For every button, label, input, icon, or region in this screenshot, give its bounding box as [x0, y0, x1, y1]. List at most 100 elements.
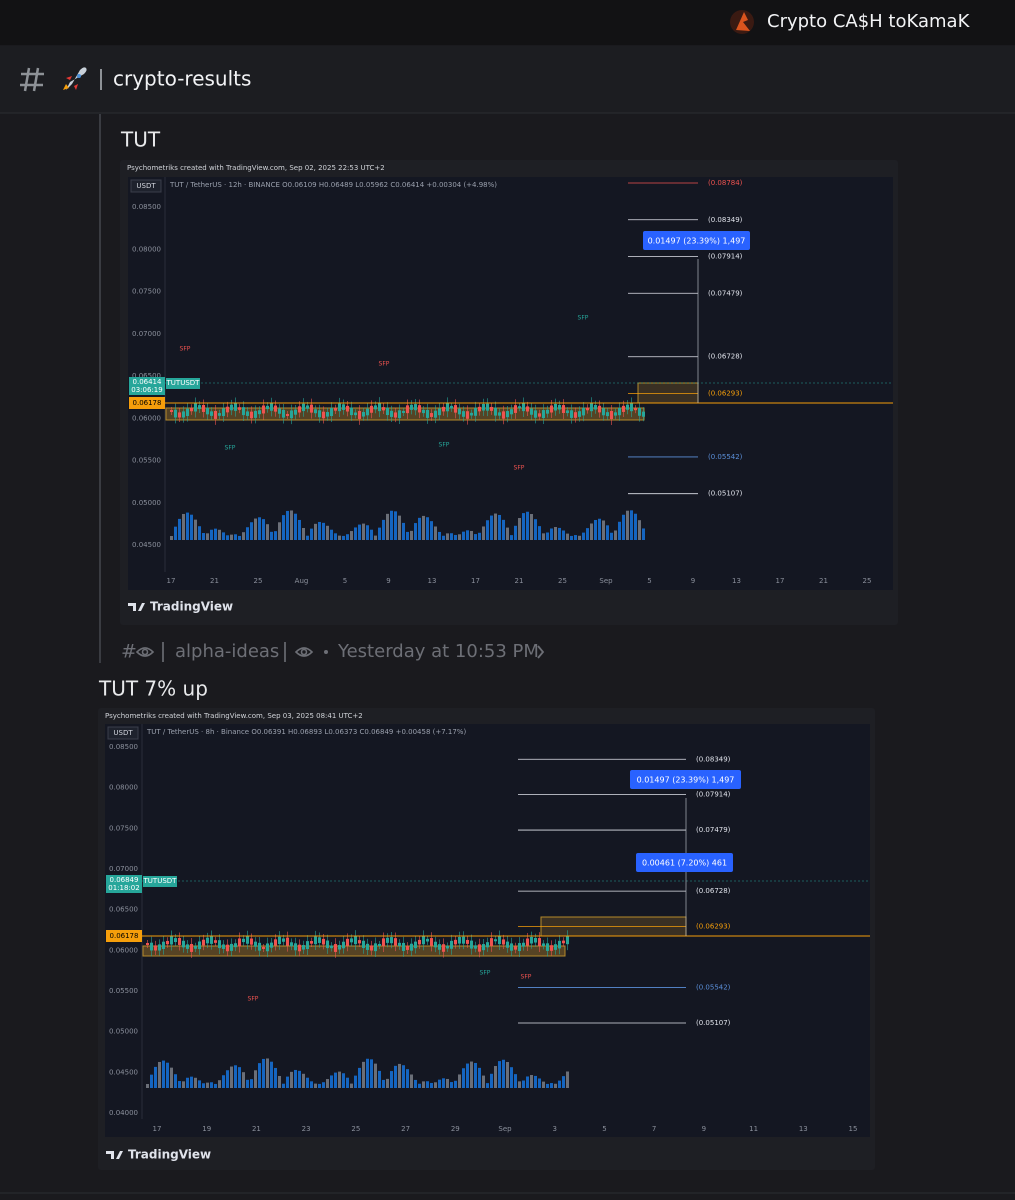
- candle-body: [538, 413, 541, 417]
- candle-body: [390, 937, 393, 944]
- candle-body: [326, 412, 329, 417]
- candle-body: [294, 409, 297, 415]
- volume-bar: [290, 1071, 293, 1088]
- volume-bar: [222, 532, 225, 540]
- volume-bar: [214, 1083, 217, 1088]
- volume-bar: [146, 1084, 149, 1088]
- candle-body: [358, 411, 361, 419]
- volume-bar: [442, 535, 445, 540]
- brand: TradingView: [128, 1148, 211, 1162]
- line-label-box: [106, 930, 142, 942]
- volume-bar: [494, 1066, 497, 1088]
- x-tick-label: 13: [428, 577, 437, 585]
- volume-bar: [518, 518, 521, 540]
- volume-bar: [350, 1083, 353, 1088]
- volume-bar: [538, 1078, 541, 1088]
- volume-bar: [174, 1074, 177, 1088]
- volume-bar: [502, 519, 505, 540]
- volume-bar: [278, 1075, 281, 1088]
- candle-body: [258, 410, 261, 415]
- volume-bar: [334, 1072, 337, 1088]
- volume-bar: [182, 1081, 185, 1088]
- level-label: (0.05107): [696, 1019, 731, 1027]
- candle-body: [194, 403, 197, 412]
- volume-bar: [322, 522, 325, 540]
- candle-body: [518, 943, 521, 952]
- volume-bar: [490, 515, 493, 540]
- y-tick-label: 0.06000: [109, 946, 138, 954]
- message-text: TUT 7% up: [98, 677, 208, 701]
- volume-bar: [398, 515, 401, 540]
- candle-body: [226, 944, 229, 952]
- volume-bar: [470, 1061, 473, 1088]
- volume-bar: [226, 1070, 229, 1088]
- price-label: 0.06414: [133, 378, 162, 386]
- volume-bar: [534, 519, 537, 540]
- candle-body: [454, 939, 457, 945]
- candle-body: [382, 938, 385, 947]
- watermark: Psychometriks created with TradingView.c…: [105, 712, 363, 720]
- candle-body: [262, 405, 265, 414]
- line-label: 0.06178: [110, 932, 139, 940]
- channel-name[interactable]: crypto-results: [113, 67, 251, 91]
- eye-icon: [294, 647, 314, 657]
- candle-body: [318, 410, 321, 418]
- server-name[interactable]: Crypto CA$H toKamaK: [767, 11, 971, 32]
- volume-bar: [234, 534, 237, 540]
- volume-bar: [566, 1071, 569, 1088]
- candle-body: [218, 940, 221, 949]
- volume-bar: [190, 1076, 193, 1088]
- candle-body: [542, 943, 545, 947]
- y-tick-label: 0.08000: [109, 784, 138, 792]
- message-text: TUT: [120, 128, 161, 152]
- candle-body: [322, 411, 325, 419]
- volume-bar: [526, 1076, 529, 1088]
- candle-body: [630, 403, 633, 412]
- candle-body: [474, 407, 477, 416]
- candle-body: [618, 407, 621, 416]
- candle-body: [430, 413, 433, 417]
- candle-body: [354, 412, 357, 416]
- volume-bar: [278, 522, 281, 540]
- volume-bar: [450, 1082, 453, 1088]
- volume-bar: [326, 525, 329, 540]
- volume-bar: [394, 1065, 397, 1088]
- level-label: (0.07479): [708, 289, 743, 297]
- volume-bar: [218, 529, 221, 540]
- reply-reference[interactable]: # alpha-ideas Yesterday at 10:53 PM: [121, 641, 545, 663]
- volume-bar: [358, 524, 361, 540]
- candle-body: [478, 944, 481, 952]
- candle-body: [486, 403, 489, 411]
- candle-body: [514, 946, 517, 950]
- volume-bar: [202, 1083, 205, 1088]
- volume-bar: [362, 1061, 365, 1088]
- x-tick-label: 25: [351, 1125, 360, 1133]
- level-label: (0.06728): [696, 887, 731, 895]
- level-label: (0.06293): [696, 923, 731, 931]
- brand: TradingView: [150, 600, 233, 614]
- volume-bar: [266, 524, 269, 540]
- volume-bar: [342, 535, 345, 540]
- candle-body: [370, 405, 373, 413]
- candle-body: [206, 407, 209, 415]
- candle-body: [254, 941, 257, 947]
- candle-body: [234, 943, 237, 948]
- volume-bar: [182, 513, 185, 540]
- volume-bar: [570, 535, 573, 540]
- candle-body: [582, 407, 585, 416]
- volume-bar: [338, 535, 341, 540]
- candle-body: [574, 412, 577, 418]
- candle-body: [338, 403, 341, 412]
- x-tick-label: 5: [343, 577, 347, 585]
- candle-body: [510, 409, 513, 415]
- reply-channel[interactable]: alpha-ideas: [175, 641, 279, 662]
- price-label-box: [129, 377, 165, 395]
- x-tick-label: 25: [863, 577, 872, 585]
- level-label: (0.07479): [696, 826, 731, 834]
- volume-bar: [502, 1059, 505, 1088]
- volume-bar: [430, 521, 433, 540]
- rocket-emoji: [63, 67, 87, 90]
- symbol-header: TUT / TetherUS · 8h · Binance O0.06391 H…: [146, 728, 466, 736]
- candle-body: [298, 406, 301, 413]
- volume-bar: [542, 1081, 545, 1088]
